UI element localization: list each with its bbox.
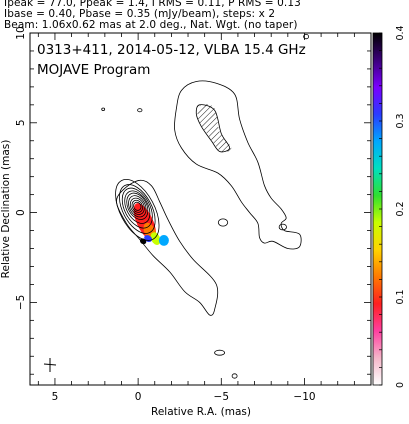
beam-marker (43, 358, 57, 372)
colorbar: 0 0.1 0.2 0.3 0.4 (372, 25, 406, 388)
jet-contour (174, 80, 302, 250)
x-tick-label: −5 (214, 391, 229, 403)
x-tick-label: 0 (135, 391, 142, 403)
core-contour-0 (115, 179, 160, 241)
chart-subtitle: MOJAVE Program (37, 62, 150, 78)
core-contour-2 (121, 187, 153, 229)
contour-island-1 (101, 107, 106, 111)
colorbar-tick-label: 0.1 (395, 289, 406, 304)
jet-inner-contour (195, 104, 230, 153)
colorbar-tick-label: 0 (395, 382, 406, 388)
contour-island-6 (231, 373, 238, 379)
core-contour-3 (124, 190, 151, 224)
core-contour-1 (119, 184, 156, 234)
polarization-blob-2 (150, 232, 161, 245)
core-contour-4 (126, 192, 149, 220)
colorbar-tick-label: 0.2 (395, 201, 406, 216)
core-contour-7 (131, 199, 144, 213)
x-axis-label: Relative R.A. (mas) (151, 406, 251, 418)
contour-island-3 (217, 218, 229, 227)
y-tick-label: −5 (15, 295, 27, 310)
contour-island-2 (137, 108, 143, 113)
core-contour-6 (129, 197, 145, 215)
polarization-blob-3 (158, 235, 169, 246)
extended-contour (116, 179, 219, 316)
jet-polarization-hatch (197, 103, 232, 153)
plot-frame (29, 32, 372, 386)
y-axis-label: Relative Declination (mas) (0, 140, 12, 279)
core-contour-5 (128, 195, 147, 218)
header-line-2: Ibase = 0.40, Pbase = 0.35 (mJy/beam), s… (4, 8, 276, 20)
x-tick-label: 5 (52, 391, 59, 403)
plot-area (101, 33, 310, 379)
axis-ticks: 5 0 −5 −10 10 5 0 −5 (15, 26, 372, 403)
y-tick-label: 10 (15, 26, 27, 39)
chart-title: 0313+411, 2014-05-12, VLBA 15.4 GHz (37, 42, 306, 58)
core-contour-8 (133, 201, 142, 211)
y-tick-label: 0 (15, 209, 27, 216)
colorbar-tick-label: 0.4 (395, 25, 406, 40)
contour-island-4 (278, 223, 287, 231)
x-tick-label: −10 (293, 391, 315, 403)
contour-island-0 (303, 33, 310, 40)
header-line-3: Beam: 1.06x0.62 mas at 2.0 deg., Nat. Wg… (4, 19, 298, 31)
header-line-1: Ipeak = 77.0, Ppeak = 1.4, I RMS = 0.11,… (4, 0, 301, 9)
y-tick-label: 5 (15, 119, 27, 126)
contour-island-5 (214, 349, 226, 356)
colorbar-tick-label: 0.3 (395, 113, 406, 128)
